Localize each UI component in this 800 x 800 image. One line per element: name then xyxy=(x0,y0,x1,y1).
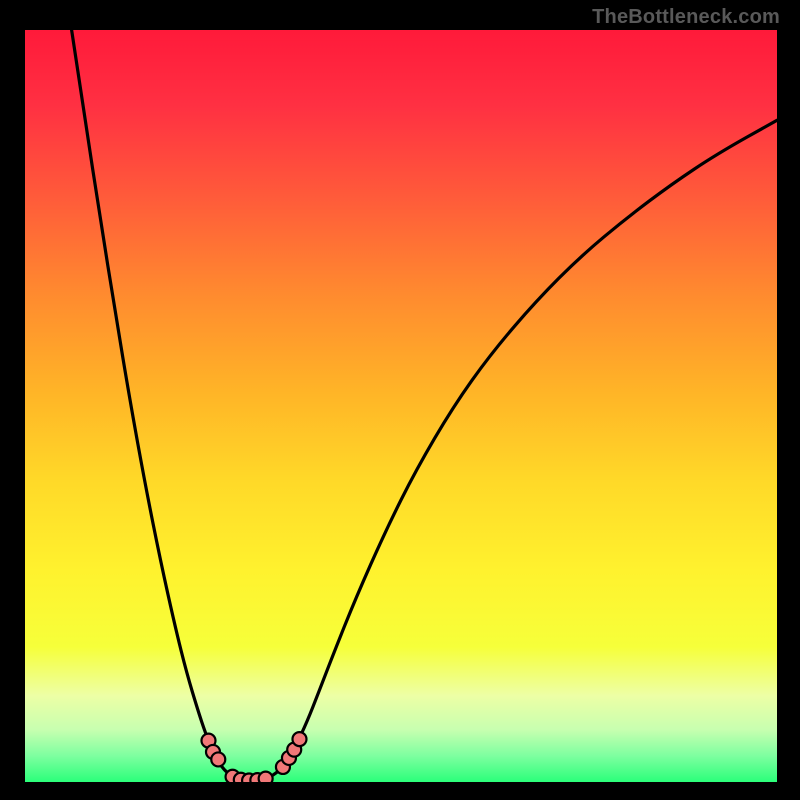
data-marker xyxy=(292,732,306,746)
marker-group xyxy=(201,732,306,782)
chart-frame: TheBottleneck.com xyxy=(0,0,800,800)
bottleneck-curve xyxy=(72,30,777,780)
plot-area xyxy=(25,30,777,782)
curve-layer xyxy=(25,30,777,782)
data-marker xyxy=(259,772,273,782)
data-marker xyxy=(211,752,225,766)
watermark-text: TheBottleneck.com xyxy=(592,6,780,29)
